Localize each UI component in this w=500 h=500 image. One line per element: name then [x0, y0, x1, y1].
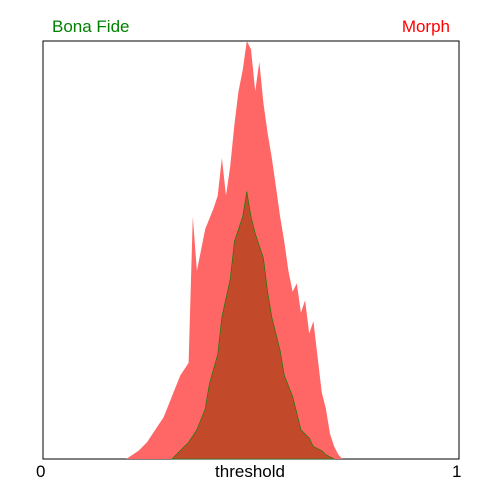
x-axis-label: threshold — [215, 462, 285, 481]
legend-bona-fide: Bona Fide — [52, 17, 130, 36]
x-tick-label-1: 1 — [452, 462, 462, 481]
legend-morph: Morph — [401, 17, 450, 36]
chart-areas — [126, 41, 343, 460]
area-bona-fide — [171, 191, 335, 460]
x-tick-label-0: 0 — [36, 462, 46, 481]
